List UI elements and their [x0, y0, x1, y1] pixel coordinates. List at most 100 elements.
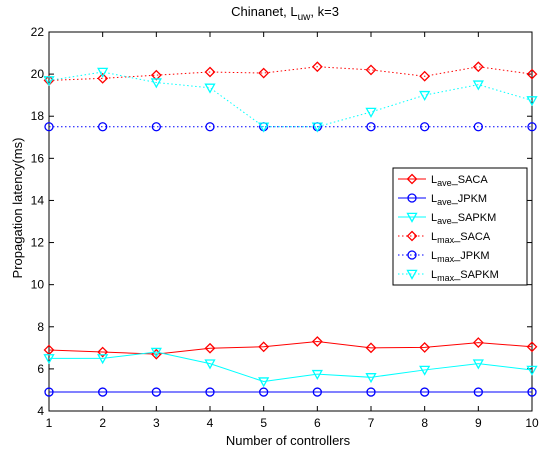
- legend-entry: Lmax_JPKM: [431, 250, 490, 264]
- data-point: [98, 387, 108, 397]
- series-line-0: [48, 341, 533, 355]
- data-point: [258, 341, 270, 353]
- series-line-3: [48, 66, 533, 81]
- legend-entry: Lmax_SACA: [431, 231, 491, 245]
- x-tick-label: 4: [207, 416, 214, 430]
- data-point: [44, 122, 54, 132]
- data-point: [366, 387, 376, 397]
- legend-marker: [406, 212, 418, 223]
- legend-marker: [406, 269, 418, 280]
- y-tick-label: 4: [37, 404, 44, 418]
- y-tick-label: 22: [31, 25, 45, 39]
- data-point: [205, 122, 215, 132]
- x-tick-label: 3: [153, 416, 160, 430]
- data-point: [472, 61, 484, 73]
- data-point: [365, 373, 377, 384]
- data-point: [472, 337, 484, 348]
- data-point: [365, 64, 377, 76]
- data-point: [526, 365, 538, 376]
- title-sub: uw: [298, 12, 312, 23]
- y-tick-label: 10: [31, 278, 45, 292]
- x-tick-label: 8: [421, 416, 428, 430]
- data-point: [311, 336, 323, 347]
- data-point: [44, 387, 54, 397]
- legend: Lave_SACA Lave_JPKM Lave_SAPKM Lmax_SACA Lma…: [392, 167, 528, 286]
- data-point: [526, 96, 538, 107]
- data-point: [473, 387, 483, 397]
- data-point: [204, 342, 216, 354]
- x-tick-label: 10: [525, 416, 539, 430]
- data-point: [527, 122, 537, 132]
- data-point: [258, 122, 270, 133]
- data-point: [258, 377, 270, 388]
- data-point: [365, 342, 377, 354]
- data-point: [419, 70, 431, 82]
- data-point: [258, 67, 270, 79]
- y-tick-label: 12: [31, 236, 45, 250]
- y-tick-label: 20: [31, 67, 45, 81]
- x-tick-label: 1: [46, 416, 53, 430]
- data-point: [365, 107, 377, 118]
- data-point: [98, 122, 108, 132]
- data-point: [97, 354, 109, 365]
- legend-entry: Lmax_SAPKM: [431, 269, 499, 283]
- data-point: [43, 76, 55, 87]
- data-point: [150, 347, 162, 358]
- legend-box: [392, 167, 528, 286]
- data-point: [151, 122, 161, 132]
- data-point: [526, 68, 538, 80]
- x-tick-label: 7: [368, 416, 375, 430]
- y-tick-label: 18: [31, 109, 45, 123]
- data-point: [312, 387, 322, 397]
- data-point: [97, 346, 109, 358]
- title-main: Chinanet, L: [231, 4, 298, 19]
- data-point: [97, 67, 109, 78]
- chart-title: Chinanet, Luw, k=3: [231, 4, 339, 23]
- data-point: [151, 387, 161, 397]
- data-point: [420, 122, 430, 132]
- data-point: [311, 369, 323, 380]
- data-point: [366, 122, 376, 132]
- x-tick-label: 6: [314, 416, 321, 430]
- data-point: [150, 78, 162, 89]
- data-point: [204, 83, 216, 94]
- y-tick-label: 8: [37, 320, 44, 334]
- legend-entry: Lave_SAPKM: [431, 212, 496, 226]
- x-tick-label: 5: [260, 416, 267, 430]
- data-point: [526, 341, 538, 353]
- legend-entry: Lave_JPKM: [431, 193, 487, 207]
- data-point: [259, 387, 269, 397]
- legend-marker: [406, 230, 418, 242]
- data-point: [43, 354, 55, 365]
- series-line-5: [48, 71, 533, 128]
- x-tick-label: 9: [475, 416, 482, 430]
- data-point: [472, 359, 484, 370]
- data-point: [205, 387, 215, 397]
- x-tick-label: 2: [99, 416, 106, 430]
- series-line-2: [49, 351, 533, 383]
- data-point: [472, 80, 484, 91]
- legend-marker: [407, 193, 417, 203]
- data-point: [473, 122, 483, 132]
- legend-entry: Lave_SACA: [431, 174, 488, 188]
- data-point: [311, 61, 323, 73]
- data-point: [419, 341, 431, 353]
- data-point: [419, 365, 431, 376]
- data-point: [204, 66, 216, 78]
- y-tick-label: 16: [31, 151, 45, 165]
- data-point: [420, 387, 430, 397]
- data-point: [527, 387, 537, 397]
- data-point: [311, 122, 323, 133]
- data-point: [150, 69, 162, 81]
- legend-marker: [407, 250, 417, 260]
- title-tail: , k=3: [310, 4, 339, 19]
- data-point: [97, 72, 109, 84]
- x-axis-title: Number of controllers: [226, 433, 351, 448]
- y-tick-label: 14: [31, 193, 45, 207]
- data-point: [419, 90, 431, 102]
- legend-marker: [406, 173, 418, 185]
- data-point: [204, 359, 216, 370]
- y-axis-title: Propagation latency(ms): [10, 138, 25, 279]
